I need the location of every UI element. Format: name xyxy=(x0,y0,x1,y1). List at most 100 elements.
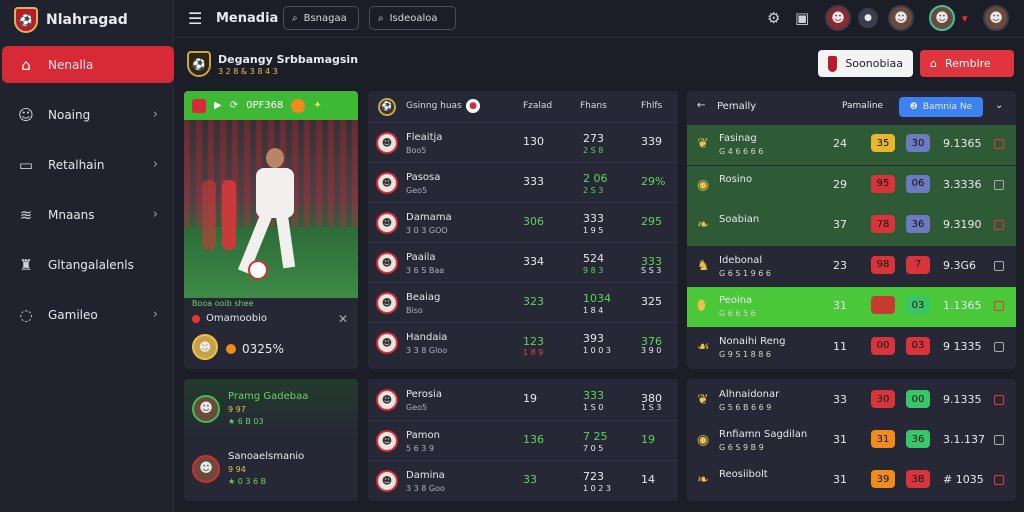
user-avatar[interactable]: ☻ xyxy=(983,5,1009,31)
filter-input[interactable]: ⌕ Isdeoaloa xyxy=(369,6,456,30)
friend-sub: ★ 0 3 6 B xyxy=(228,477,267,486)
chevron-down-icon[interactable]: ▾ xyxy=(962,12,968,25)
player-figure xyxy=(237,148,304,288)
sidebar: ⚽ Nlahragad ⌂ Nenalla ☺ Noaing › ▭ Retal… xyxy=(0,0,174,512)
row-value: 9.1365 xyxy=(943,137,982,150)
row-value: 3.1.137 xyxy=(943,433,985,446)
notification-icon[interactable]: ● xyxy=(858,8,878,28)
brand[interactable]: ⚽ Nlahragad xyxy=(14,7,128,33)
sidebar-item-chat[interactable]: ◌ Gamileo › xyxy=(2,296,174,333)
row-sub: G 6 S 1 9 6 6 xyxy=(719,268,771,278)
checkbox[interactable] xyxy=(994,179,1004,190)
table-row[interactable]: ⬮ Peoina G 6 6 5 6 31 03 1.1365 xyxy=(687,287,1016,327)
list-item[interactable]: ☻ Pramg Gadebaa 9 97 ★ 6 B 03 xyxy=(192,391,308,426)
table-row[interactable]: ☻ Damina 3 3 8 Goo 33 723 1 0 2 3 14 xyxy=(368,460,678,500)
avatar[interactable]: ☻ xyxy=(192,334,218,360)
background-player xyxy=(202,180,216,250)
team-icon: ☙ xyxy=(697,338,710,355)
table-row[interactable]: ♞ Idebonal G 6 S 1 9 6 6 23 98 7 9.3G6 xyxy=(687,246,1016,287)
gear-icon[interactable]: ⚙ xyxy=(767,9,781,27)
secondary-button[interactable]: Soonobiaa xyxy=(818,50,913,77)
app-name: Nlahragad xyxy=(46,12,128,28)
search-input[interactable]: ⌕ Bsnagaa xyxy=(283,6,359,30)
row-name: Peoina xyxy=(719,295,753,306)
table-row[interactable]: ☻ Damama 3 0 3 GOO 306 333 1 9 5 295 xyxy=(368,202,678,242)
checkbox[interactable] xyxy=(994,395,1004,405)
column-header[interactable]: Fhlfs xyxy=(641,101,663,111)
table-row[interactable]: ☻ Pamon 5 6 3 9 136 7 25 7 0 5 19 xyxy=(368,420,678,460)
table-row[interactable]: ❧ Soabian 37 78 36 9.3190 xyxy=(687,206,1016,246)
column-header[interactable]: Fhans xyxy=(580,101,607,111)
checkbox[interactable] xyxy=(994,220,1004,230)
table-row[interactable]: ❦ Fasinag G 4 6 6 6 6 24 35 30 9.1365 xyxy=(687,125,1016,165)
player-leg xyxy=(276,215,296,269)
row-value: 323 xyxy=(523,295,544,308)
play-icon[interactable]: ▶ xyxy=(214,100,222,111)
table-row[interactable]: ❦ Alhnaidonar G 5 6 B 6 6 9 33 30 00 9.1335 xyxy=(687,381,1016,421)
chevron-down-icon[interactable]: ⌄ xyxy=(995,100,1004,111)
table-row[interactable]: ☻ Perosia Geo5 19 333 1 S 0 380 1 S 3 xyxy=(368,380,678,420)
checkbox[interactable] xyxy=(994,301,1004,311)
sidebar-item-stack[interactable]: ≋ Mnaans › xyxy=(2,196,174,233)
friend-name: Pramg Gadebaa xyxy=(228,391,309,402)
arrow-left-icon[interactable]: ← xyxy=(697,100,706,111)
table-row[interactable]: ◉ Rosino 29 95 06 3.3336 xyxy=(687,165,1016,206)
row-value-sub: 1 8 9 xyxy=(523,348,544,357)
checkbox[interactable] xyxy=(994,260,1004,271)
table-row[interactable]: ☻ Paaila 3 6 S Baa 334 524 9 8 3 333 S S 3 xyxy=(368,242,678,282)
sidebar-item-home[interactable]: ⌂ Nenalla xyxy=(2,46,174,83)
page-title: Degangy Srbbamagsin xyxy=(218,53,359,66)
table-row[interactable]: ☻ Pasosa Geo5 333 2 06 2 S 3 29% xyxy=(368,162,678,202)
live-icon[interactable]: ● xyxy=(466,99,480,113)
sidebar-item-label: Retalhain xyxy=(48,157,105,172)
avatar[interactable]: ☻ xyxy=(825,5,851,31)
row-sub: Geo5 xyxy=(406,186,428,195)
sidebar-item-calendar[interactable]: ▭ Retalhain › xyxy=(2,146,174,183)
friend-name: Sanoaelsmanio xyxy=(228,451,305,462)
primary-button[interactable]: ⌂ Remblre xyxy=(920,50,1014,77)
table-row[interactable]: ☙ Nonaihi Reng G 9 S 1 8 8 6 11 00 03 9 1335 xyxy=(687,327,1016,368)
table-row[interactable]: ☻ Handaia 3 3 8 Gloo 123 1 8 9 393 1 0 0 3 376 3… xyxy=(368,322,678,362)
row-sub: 5 6 3 9 xyxy=(406,444,434,453)
table-row[interactable]: ❧ Reosiibolt 31 39 3B # 1035 xyxy=(687,461,1016,501)
ranking-panel-secondary: ❦ Alhnaidonar G 5 6 B 6 6 9 33 30 00 9.1335 ◉ Rn… xyxy=(687,379,1016,501)
row-value: 723 xyxy=(583,470,604,483)
checkbox[interactable] xyxy=(994,341,1004,352)
checkbox[interactable] xyxy=(994,139,1004,149)
row-value: 333 xyxy=(583,389,604,402)
sidebar-item-users[interactable]: ☺ Noaing › xyxy=(2,96,174,133)
menu-icon[interactable]: ☰ xyxy=(188,9,203,28)
row-value: 33 xyxy=(523,473,537,486)
screen-icon[interactable]: ▣ xyxy=(795,9,810,27)
list-item[interactable]: ☻ Sanoaelsmanio 9 94 ★ 0 3 6 B xyxy=(192,451,304,486)
score-badge: 06 xyxy=(906,174,930,193)
row-name: Pamon xyxy=(406,430,440,441)
table-row[interactable]: ☻ Fleaitja Boo5 130 273 2 S 8 339 xyxy=(368,122,678,162)
column-header[interactable]: Fzalad xyxy=(523,101,553,111)
row-sub: 3 3 8 Gloo xyxy=(406,346,448,355)
refresh-icon[interactable]: ⟳ xyxy=(229,100,239,111)
score-badge: 95 xyxy=(871,174,895,193)
close-icon[interactable]: ✕ xyxy=(337,312,348,326)
table-row[interactable]: ◉ Rnfiamn Sagdilan G 6 S 9 B 9 31 31 36 3.1.13… xyxy=(687,421,1016,461)
topbar-title: Menadia xyxy=(216,11,279,26)
sidebar-item-trophy[interactable]: ♜ Gltangalalenls xyxy=(2,246,174,283)
row-value: 136 xyxy=(523,433,544,446)
row-value: 130 xyxy=(523,135,544,148)
tab-active[interactable]: ❷ Bamnia Ne xyxy=(899,97,983,117)
avatar[interactable]: ☻ xyxy=(888,5,914,31)
friend-sub: 9 94 xyxy=(228,465,246,474)
team-icon: ❧ xyxy=(697,217,709,233)
avatar[interactable]: ☻ xyxy=(929,5,955,31)
table-row[interactable]: ☻ Beaiag Biso 323 1034 1 8 4 325 xyxy=(368,282,678,322)
table-header: ⚽ Gsinng huas ● Fzalad Fhans Fhlfs xyxy=(368,91,678,121)
checkbox[interactable] xyxy=(994,435,1004,445)
avatar: ☻ xyxy=(376,389,398,411)
player-caption: Booa ooib shee xyxy=(192,299,254,308)
score-badge: 30 xyxy=(871,390,895,408)
row-value: 1.1365 xyxy=(943,299,982,312)
checkbox[interactable] xyxy=(994,475,1004,485)
column-header[interactable]: Pamaline xyxy=(842,101,884,111)
row-name: Alhnaidonar xyxy=(719,389,780,400)
alert-icon xyxy=(291,98,306,113)
